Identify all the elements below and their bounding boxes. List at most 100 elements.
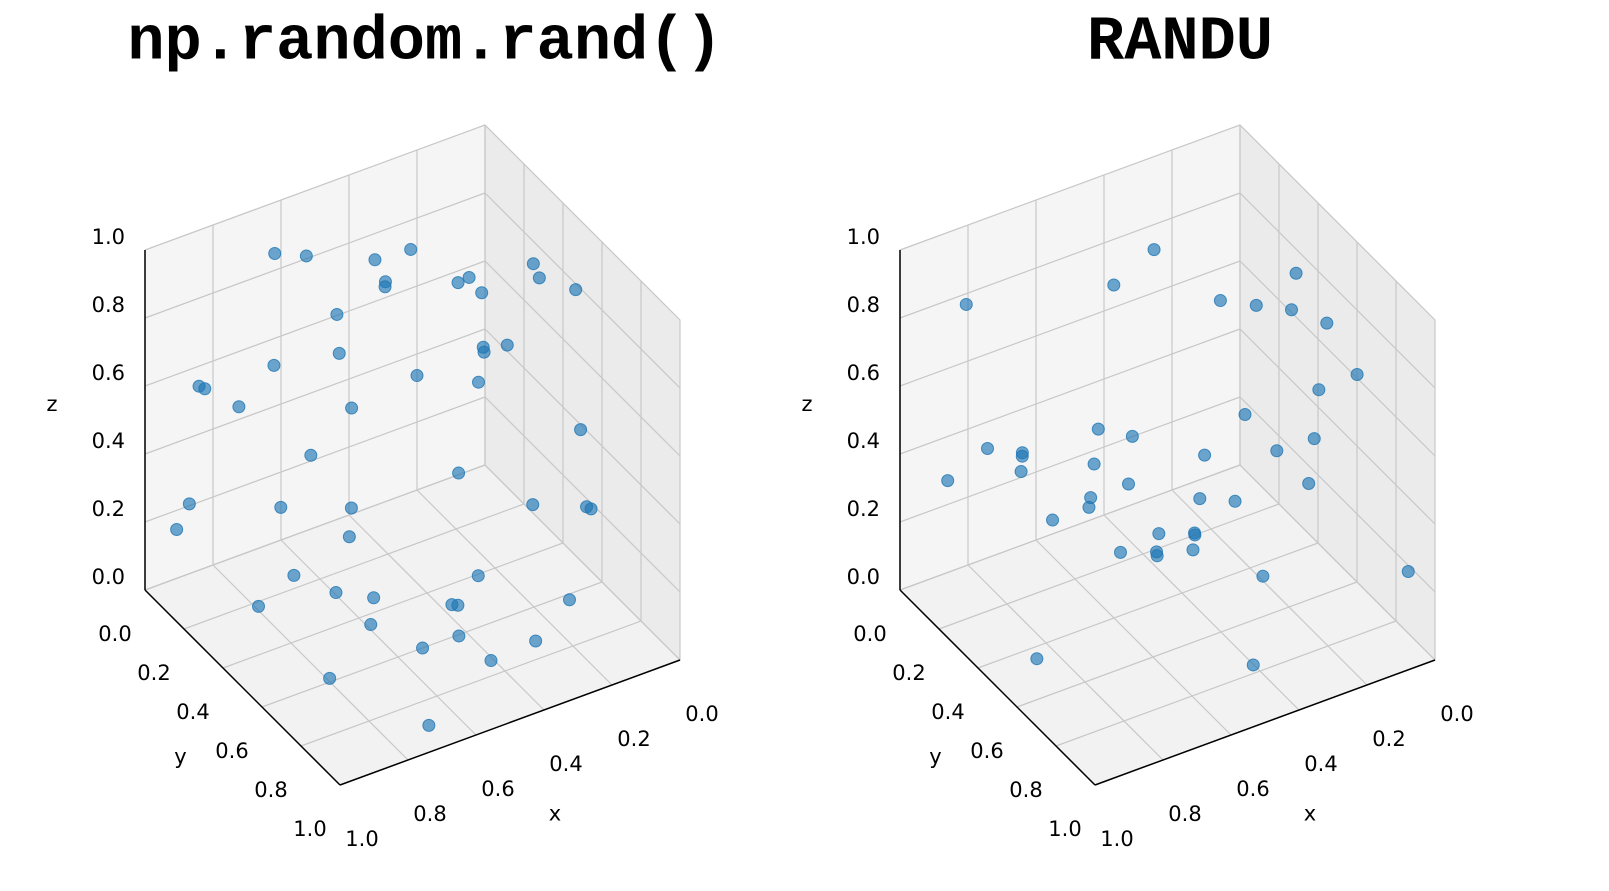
point — [471, 569, 485, 583]
grid-line — [1016, 581, 1358, 708]
z-tick-label: 0.2 — [847, 497, 880, 521]
point — [330, 307, 344, 321]
x-axis-label: x — [549, 802, 561, 826]
y-axis-label: y — [929, 745, 941, 769]
point — [500, 338, 514, 352]
point — [404, 242, 418, 256]
point — [410, 369, 424, 383]
y-tick-label: 0.0 — [853, 622, 886, 646]
point — [452, 466, 466, 480]
axis-line — [1094, 659, 1436, 786]
grid-line — [1171, 489, 1368, 686]
grid-line — [1239, 260, 1436, 457]
point — [526, 257, 540, 271]
grid-line — [484, 396, 681, 593]
y-axis-label: y — [174, 745, 186, 769]
x-tick-label: 0.4 — [549, 752, 582, 776]
x-tick-label: 0.0 — [685, 702, 718, 726]
point — [1084, 491, 1098, 505]
point — [584, 502, 598, 516]
point — [232, 400, 246, 414]
point — [451, 276, 465, 290]
z-tick-label: 0.4 — [92, 429, 125, 453]
y-tick-label: 1.0 — [293, 817, 326, 841]
point — [941, 474, 955, 488]
point — [1107, 278, 1121, 292]
point — [1302, 477, 1316, 490]
point — [484, 654, 498, 668]
point — [452, 629, 466, 643]
x-tick-label: 0.6 — [1236, 777, 1269, 801]
z-tick-label: 0.8 — [847, 293, 880, 317]
point — [959, 297, 973, 311]
point — [198, 382, 212, 396]
x-tick-label: 0.4 — [1304, 752, 1337, 776]
point — [299, 249, 313, 263]
z-tick-label: 1.0 — [847, 225, 880, 249]
grid-line — [967, 564, 1164, 761]
point — [252, 599, 265, 613]
point — [981, 442, 994, 455]
x-tick-label: 0.8 — [1168, 802, 1201, 826]
grid-line — [1239, 328, 1436, 525]
point — [1246, 658, 1260, 672]
point — [1312, 383, 1326, 397]
point — [342, 530, 356, 544]
point — [304, 448, 318, 462]
grid-line — [899, 192, 1241, 319]
grid-line — [1239, 464, 1436, 661]
y-tick-label: 0.6 — [970, 739, 1003, 763]
axis-line — [339, 659, 681, 786]
x-tick-label: 1.0 — [345, 827, 378, 851]
point — [569, 283, 583, 297]
point — [1320, 316, 1334, 330]
x-tick-label: 0.6 — [481, 777, 514, 801]
point — [422, 718, 436, 732]
z-axis-label: z — [801, 392, 812, 416]
grid-line — [144, 192, 486, 319]
chart-title: RANDU — [1087, 6, 1273, 77]
grid-line — [144, 328, 486, 455]
grid-line — [1239, 192, 1436, 389]
point — [1307, 432, 1321, 446]
point — [1147, 243, 1161, 257]
axis-line — [144, 589, 341, 786]
point — [1186, 543, 1200, 557]
x-tick-label: 1.0 — [1100, 827, 1133, 851]
grid-line — [484, 192, 681, 389]
point — [323, 671, 337, 685]
grid-line — [300, 620, 642, 747]
grid-line — [484, 260, 681, 457]
point — [1152, 527, 1166, 541]
grid-line — [1239, 396, 1436, 593]
point — [1091, 422, 1105, 436]
point — [1285, 303, 1298, 317]
grid-line — [484, 464, 681, 661]
grid-line — [977, 542, 1319, 669]
point — [332, 346, 346, 360]
grid-line — [899, 260, 1241, 387]
z-tick-label: 0.2 — [92, 497, 125, 521]
y-tick-label: 0.8 — [1009, 778, 1042, 802]
point — [1256, 569, 1270, 583]
grid-line — [416, 489, 613, 686]
point — [574, 423, 588, 437]
grid-line — [1055, 620, 1397, 747]
z-tick-label: 0.8 — [92, 293, 125, 317]
grid-line — [280, 539, 477, 736]
grid-line — [348, 514, 545, 711]
point — [367, 591, 381, 605]
point — [1015, 446, 1029, 460]
point — [287, 568, 301, 582]
point — [1125, 429, 1139, 443]
chart-title: np.random.rand() — [127, 6, 722, 77]
point — [1046, 513, 1060, 527]
grid-line — [1103, 514, 1300, 711]
point — [1238, 408, 1252, 421]
grid-line — [261, 581, 603, 708]
grid-line — [144, 464, 486, 591]
grid-line — [1035, 539, 1232, 736]
point — [1401, 565, 1415, 578]
point — [364, 618, 378, 632]
x-tick-label: 0.8 — [413, 802, 446, 826]
